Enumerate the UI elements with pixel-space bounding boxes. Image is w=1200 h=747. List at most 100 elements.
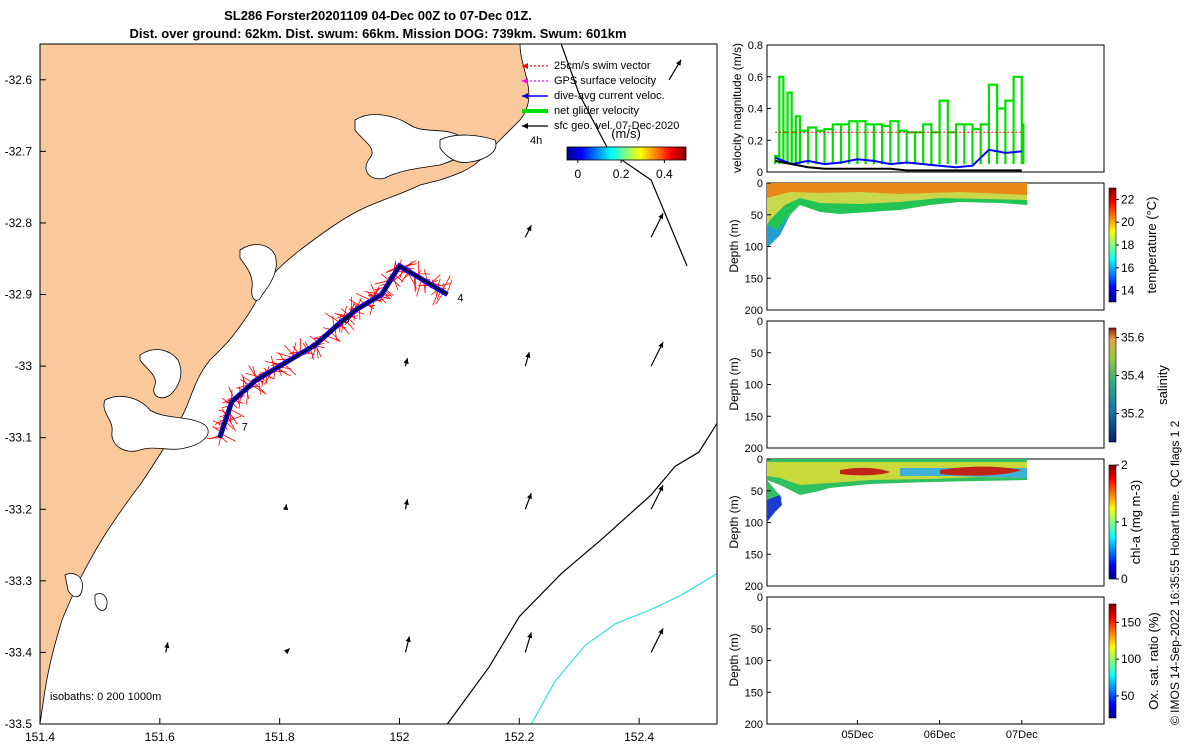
chla-y-ticks: 0 50 100 150 200 [745,454,771,593]
chla-colorbar-ticks: 0 1 2 [1116,458,1128,586]
chla-section-low [767,495,782,522]
swim-vector [432,289,440,306]
temperature-panel: 0 50 100 150 200 Depth (m) 14 16 18 20 22 temper… [727,178,1159,317]
map-x-tick: 151.6 [145,730,175,744]
depth-tick: 100 [745,656,763,668]
lake-feature [239,244,277,301]
salinity-frame [766,320,1105,449]
geo-vector-head [525,352,531,359]
map-y-tick: -33 [15,359,33,373]
velocity-series-line [775,159,1022,172]
title-line1: SL286 Forster20201109 04-Dec 00Z to 07-D… [224,8,532,23]
day-label: 3 [344,314,350,326]
depth-tick: 0 [757,592,763,604]
geo-vector-head [658,213,664,220]
swim-vector [283,363,297,376]
oxygen-colorbar [1108,603,1117,719]
isobath-200m [446,423,717,724]
geo-vector-head [658,628,664,635]
oxygen-panel: 0 50 100 150 200 Depth (m) 50 100 150 Ox. sat.… [727,592,1161,741]
depth-tick: 100 [745,242,763,254]
depth-tick: 50 [751,348,763,360]
velocity-y-tick: 0.4 [748,104,763,116]
map-y-tick: -32.7 [5,144,33,158]
map-y-tick: -33.3 [5,574,33,588]
legend-swim: 25cm/s swim vector [554,60,651,72]
velocity-series-line [774,148,1022,169]
date-tick: 05Dec [842,729,874,741]
cb-tick: 14 [1121,284,1135,298]
temperature-cblabel: temperature (°C) [1144,197,1159,294]
depth-tick: 0 [757,178,763,190]
cb-tick: 2 [1121,458,1128,472]
legend-net: net glider velocity [554,105,639,117]
map-y-tick: -33.2 [5,502,33,516]
lake-feature [439,134,497,163]
temperature-colorbar-ticks: 14 16 18 20 22 [1116,192,1135,298]
velocity-frame [766,44,1105,173]
velocity-y-ticks: 0 0.2 0.4 0.6 0.8 [748,40,771,179]
legend-gps: GPS surface velocity [554,75,657,87]
title-line2: Dist. over ground: 62km. Dist. swum: 66k… [129,26,626,41]
lake-feature [103,396,209,452]
map-colorbar: (m/s) 0 0.2 0.4 [566,126,687,181]
temperature-colorbar [1108,187,1117,303]
depth-tick: 100 [745,380,763,392]
map-cb-tick: 0.2 [613,167,630,181]
swim-vector [206,437,220,439]
geo-vector-head [282,504,289,511]
cb-tick: 35.4 [1121,369,1145,383]
temperature-section-mid [767,186,1027,225]
map-colorbar-ticks: 0 0.2 0.4 [574,160,673,181]
oxygen-colorbar-ticks: 50 100 150 [1116,615,1141,703]
cb-tick: 1 [1121,515,1128,529]
depth-tick: 200 [745,581,763,593]
geo-vector-head [164,642,170,649]
oxygen-frame [766,596,1105,725]
isobath-1000m [530,573,717,724]
temperature-ylabel: Depth (m) [727,219,741,272]
map-y-tick: -32.8 [5,216,33,230]
lake-feature [94,593,108,611]
swim-vector [248,365,258,380]
map-legend: 25cm/s swim vector GPS surface velocity … [522,60,679,147]
depth-tick: 0 [757,454,763,466]
velocity-ylabel: velocity magnitude (m/s) [730,43,744,173]
geo-vector-head [283,648,290,655]
cb-tick: 18 [1121,238,1135,252]
isobath-label: isobaths: 0 200 1000m [50,691,161,703]
cb-tick: 0 [1121,572,1128,586]
day-label: 7 [242,422,248,434]
geo-vector-head [676,59,682,66]
depth-tick: 50 [751,486,763,498]
map-panel: 347 151.4 151.6 151.8 152 152.2 152.4 -32.6-3… [5,43,718,744]
geo-vector-head [526,493,532,500]
geo-vector-head [403,499,409,506]
swim-vector [325,312,341,323]
chla-colorbar [1108,464,1117,580]
depth-tick: 150 [745,549,763,561]
velocity-y-tick: 0.8 [748,40,763,52]
legend-dac: dive-avg current veloc. [554,90,665,102]
map-y-tick: -32.9 [5,288,33,302]
map-x-tick: 152 [389,730,409,744]
depth-tick: 200 [745,305,763,317]
map-colorbar-label: (m/s) [611,126,641,141]
velocity-y-tick: 0.2 [748,135,763,147]
day-label: 4 [457,293,463,305]
map-x-tick: 151.8 [265,730,295,744]
swim-vector [284,344,296,358]
cb-tick: 50 [1121,689,1135,703]
salinity-cblabel: salinity [1155,365,1170,405]
map-y-tick: -33.5 [5,717,33,731]
map-colorbar-gradient [566,146,687,161]
map-cb-tick: 0 [574,167,581,181]
velocity-y-tick: 0 [757,167,763,179]
oxygen-cblabel: Ox. sat. ratio (%) [1146,612,1161,710]
cb-tick: 100 [1121,652,1141,666]
lake-feature [354,114,467,180]
oxygen-ylabel: Depth (m) [727,633,741,686]
swim-vector [229,408,245,418]
temperature-section-cold [767,215,790,248]
cb-tick: 22 [1121,192,1135,206]
